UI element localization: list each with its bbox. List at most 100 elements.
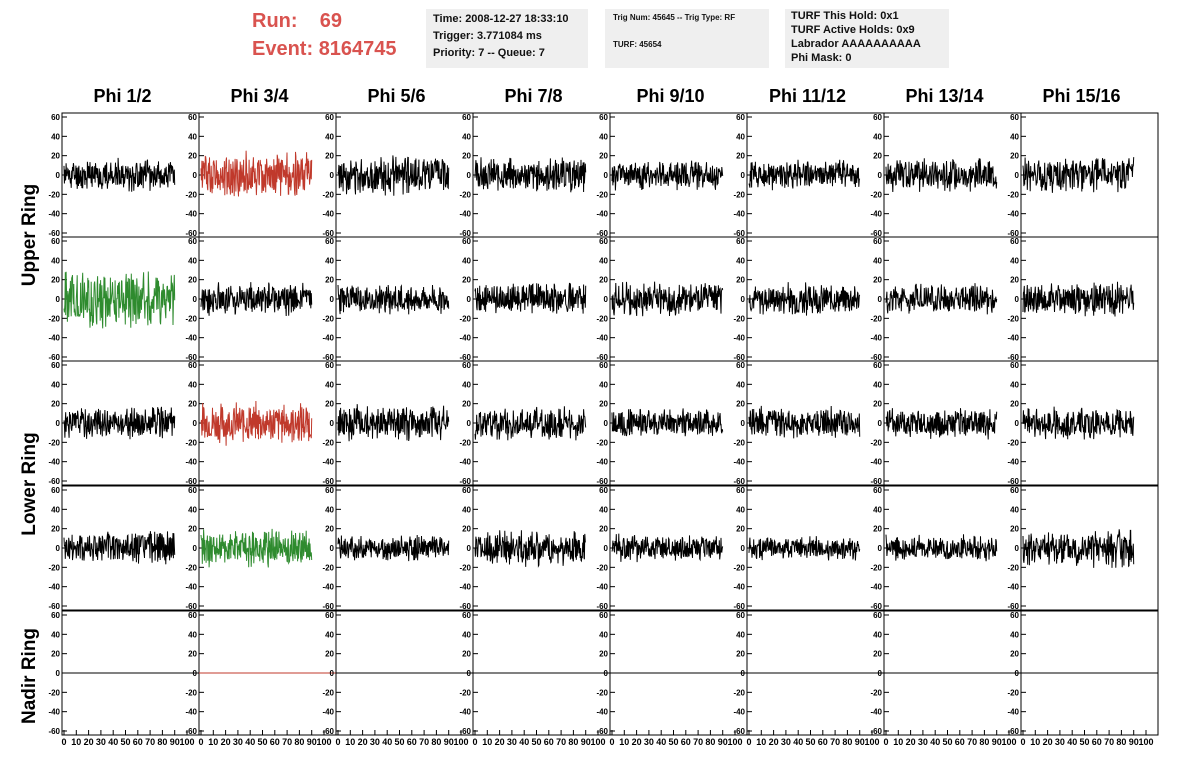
y-tick-label: -20 <box>596 438 608 447</box>
waveform-trace <box>337 534 450 562</box>
y-tick-label: -40 <box>1007 210 1019 219</box>
waveform-panel: 60 40 20 0 -20 -40 -60 <box>1007 360 1159 486</box>
y-tick-label: 0 <box>741 669 746 678</box>
y-tick-label: -40 <box>596 583 608 592</box>
y-tick-label: -40 <box>185 334 197 343</box>
y-tick-label: 20 <box>873 152 882 161</box>
waveform-panel: 60 40 20 0 -20 -40 -60 <box>596 485 748 611</box>
waveform-trace <box>885 283 998 315</box>
y-tick-label: -40 <box>870 708 882 717</box>
y-tick-label: 40 <box>462 380 471 389</box>
waveform-panel: 60 40 20 0 -20 -40 -60 <box>459 360 611 486</box>
y-tick-label: -60 <box>185 602 197 611</box>
column-header-phi-1-2: Phi 1/2 <box>93 86 152 106</box>
y-tick-label: -20 <box>733 563 745 572</box>
x-tick-label: 20 <box>84 737 94 747</box>
y-tick-label: 20 <box>1010 400 1019 409</box>
y-tick-label: 0 <box>604 295 609 304</box>
y-tick-label: 60 <box>736 361 745 370</box>
y-tick-label: -20 <box>733 314 745 323</box>
trig-num-text: Trig Num: 45645 -- Trig Type: RF <box>613 13 736 22</box>
x-tick-label: 90 <box>444 737 454 747</box>
y-tick-label: 20 <box>873 400 882 409</box>
x-tick-label: 60 <box>955 737 965 747</box>
y-tick-label: 40 <box>1010 256 1019 265</box>
y-tick-label: -40 <box>596 458 608 467</box>
waveform-panel: 60 40 20 0 -20 -40 -60 <box>322 236 474 362</box>
y-tick-label: 20 <box>462 276 471 285</box>
y-tick-label: 60 <box>462 237 471 246</box>
x-tick-label: 100 <box>1001 737 1016 747</box>
x-tick-label: 80 <box>294 737 304 747</box>
y-tick-label: 60 <box>188 113 197 122</box>
y-tick-label: -60 <box>870 602 882 611</box>
y-tick-label: 60 <box>325 113 334 122</box>
y-tick-label: -40 <box>733 708 745 717</box>
waveform-trace <box>1022 157 1135 193</box>
y-tick-label: -60 <box>48 353 60 362</box>
y-tick-label: 40 <box>599 256 608 265</box>
y-tick-label: 20 <box>599 400 608 409</box>
y-tick-label: -20 <box>870 190 882 199</box>
waveform-trace <box>337 404 450 442</box>
y-tick-label: 40 <box>51 132 60 141</box>
x-tick-label: 50 <box>942 737 952 747</box>
y-tick-label: -20 <box>459 688 471 697</box>
waveform-panel: 60 40 20 0 -20 -40 -60 <box>733 360 885 486</box>
y-tick-label: -40 <box>596 334 608 343</box>
waveform-trace <box>63 531 176 565</box>
y-tick-label: 40 <box>599 505 608 514</box>
x-tick-label: 90 <box>307 737 317 747</box>
y-tick-label: -40 <box>322 210 334 219</box>
y-tick-label: -60 <box>870 353 882 362</box>
waveform-trace <box>474 282 587 314</box>
waveform-panel: 60 40 20 0 -20 -40 -60 <box>185 485 337 611</box>
x-tick-label: 100 <box>316 737 331 747</box>
y-tick-label: -40 <box>185 210 197 219</box>
y-tick-label: 40 <box>1010 380 1019 389</box>
y-tick-label: -40 <box>1007 708 1019 717</box>
x-tick-label: 60 <box>270 737 280 747</box>
y-tick-label: 20 <box>462 525 471 534</box>
y-tick-label: 40 <box>1010 505 1019 514</box>
y-tick-label: -40 <box>870 210 882 219</box>
x-tick-label: 60 <box>133 737 143 747</box>
x-tick-label: 20 <box>1043 737 1053 747</box>
y-tick-label: 60 <box>325 237 334 246</box>
y-tick-label: -60 <box>1007 353 1019 362</box>
priority-text: Priority: 7 -- Queue: 7 <box>433 47 545 59</box>
y-tick-label: 40 <box>325 505 334 514</box>
waveform-panel: 60 40 20 0 -20 -40 -60 <box>48 236 200 362</box>
y-tick-label: 40 <box>736 132 745 141</box>
x-tick-label: 40 <box>519 737 529 747</box>
column-header-phi-7-8: Phi 7/8 <box>504 86 563 106</box>
y-tick-label: -20 <box>48 688 60 697</box>
y-tick-label: 40 <box>325 630 334 639</box>
x-tick-label: 0 <box>198 737 203 747</box>
y-tick-label: 20 <box>1010 152 1019 161</box>
y-tick-label: -60 <box>733 353 745 362</box>
y-tick-label: 40 <box>188 256 197 265</box>
y-tick-label: 20 <box>51 400 60 409</box>
x-tick-label: 100 <box>864 737 879 747</box>
y-tick-label: 20 <box>599 276 608 285</box>
waveform-panel: 60 40 20 0 -20 -40 -60 <box>185 360 337 486</box>
x-tick-label: 0 <box>335 737 340 747</box>
x-tick-label: 30 <box>918 737 928 747</box>
y-tick-label: -20 <box>459 438 471 447</box>
y-tick-label: 60 <box>325 361 334 370</box>
waveform-panel: 60 40 20 0 -20 -40 -60 <box>733 236 885 362</box>
y-tick-label: 0 <box>741 171 746 180</box>
y-tick-label: 60 <box>188 486 197 495</box>
y-tick-label: -60 <box>185 477 197 486</box>
y-tick-label: 60 <box>873 361 882 370</box>
waveform-trace <box>1022 529 1135 568</box>
y-tick-label: 60 <box>462 611 471 620</box>
y-tick-label: 20 <box>188 525 197 534</box>
y-tick-label: 20 <box>188 152 197 161</box>
y-tick-label: -60 <box>733 727 745 736</box>
y-tick-label: 40 <box>1010 630 1019 639</box>
y-tick-label: -60 <box>1007 727 1019 736</box>
y-tick-label: 60 <box>51 486 60 495</box>
